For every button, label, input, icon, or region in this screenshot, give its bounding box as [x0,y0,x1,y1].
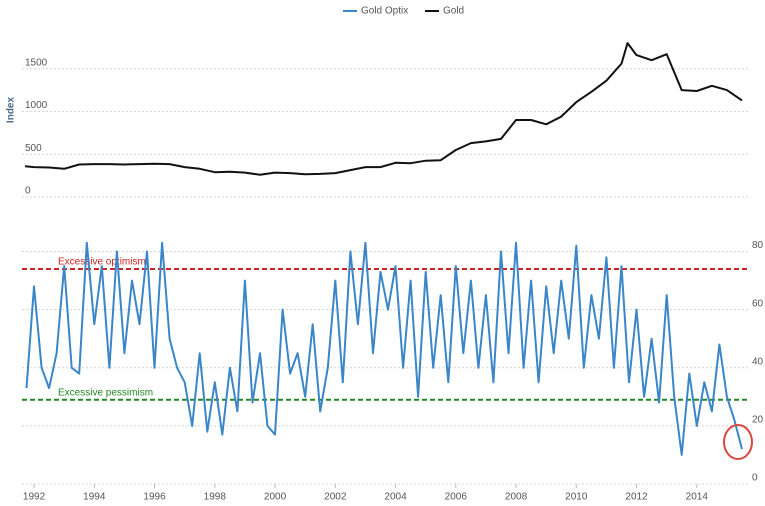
x-tick-label: 1992 [23,492,46,503]
legend: Gold Optix Gold [343,6,464,17]
x-tick-label: 2006 [445,492,468,503]
y-tick-label: 60 [752,298,764,309]
y-tick-label: 20 [752,415,764,426]
x-tick-label: 2002 [324,492,347,503]
legend-label: Gold Optix [361,6,408,17]
x-tick-label: 2004 [384,492,407,503]
x-tick-label: 2014 [686,492,709,503]
series-line [24,42,743,176]
x-tick-label: 1996 [143,492,166,503]
x-tick-label: 2010 [565,492,588,503]
highlight-circle [723,424,753,460]
y-tick-label: 0 [25,186,31,197]
x-tick-label: 2012 [625,492,648,503]
y-tick-label: 40 [752,356,764,367]
legend-label: Gold [443,6,464,17]
y-tick-label: 80 [752,240,764,251]
series-line [25,241,743,456]
y-axis-title: Index [6,97,17,124]
reference-label: Excessive pessimism [58,387,153,398]
y-tick-label: 1500 [25,57,48,68]
y-tick-label: 1000 [25,100,48,111]
x-tick-label: 1994 [83,492,106,503]
x-tick-label: 2000 [264,492,287,503]
x-tick-label: 1998 [204,492,227,503]
y-tick-label: 0 [752,473,758,484]
y-tick-label: 500 [25,143,42,154]
x-tick-label: 2008 [505,492,528,503]
reference-label: Excessive optimism [58,257,146,268]
